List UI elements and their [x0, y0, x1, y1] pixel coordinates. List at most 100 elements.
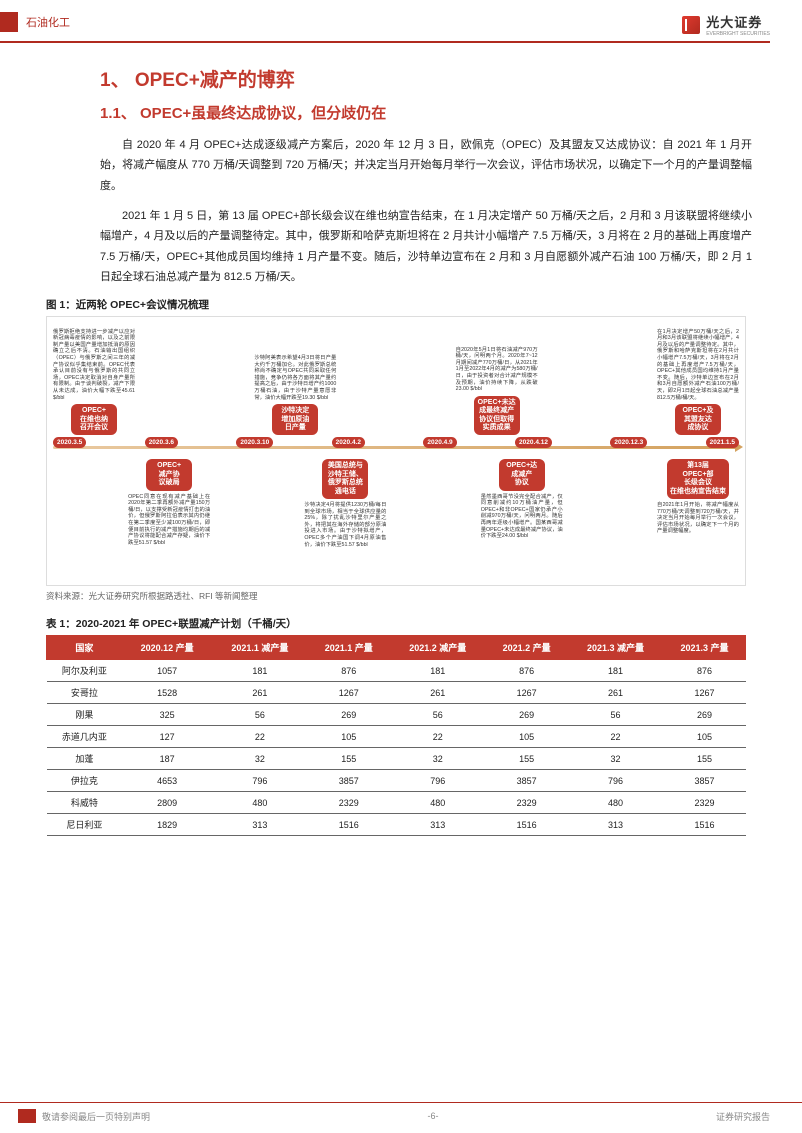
- timeline-item: OPEC+在维也纳召开会议俄罗斯拒绝支持进一步减产以应对新冠病毒疫情的影响，以及…: [51, 326, 137, 436]
- table-row: 安哥拉1528261126726112672611267: [47, 682, 746, 704]
- table-cell: 155: [486, 748, 568, 770]
- figure-source: 资料来源：光大证券研究所根据路透社、RFI 等新闻整理: [46, 590, 752, 602]
- footer-disclaimer: 敬请参阅最后一页特别声明: [42, 1110, 150, 1123]
- timeline-event-desc: 自2021年1月开始，将减产幅度从770万桶/天调整到720万桶/天，并决定当月…: [657, 502, 739, 535]
- table-cell: 313: [568, 814, 664, 836]
- footer-accent-bar: [18, 1109, 36, 1123]
- table-body: 阿尔及利亚1057181876181876181876安哥拉1528261126…: [47, 660, 746, 836]
- page-header: 石油化工 光大证券 EVERBRIGHT SECURITIES: [0, 0, 802, 37]
- production-table: 国家2020.12 产量2021.1 减产量2021.1 产量2021.2 减产…: [46, 635, 746, 836]
- timeline-date: 2020.3.6: [145, 437, 178, 448]
- table-cell: 32: [568, 748, 664, 770]
- table-cell: 2329: [486, 792, 568, 814]
- table-cell: 796: [212, 770, 308, 792]
- timeline-event-box: 沙特决定增加原油日产量: [272, 404, 318, 435]
- table-cell: 1516: [486, 814, 568, 836]
- timeline-event-desc: 在1月决定增产50万桶/天之后，2月和3月该联盟将继续小幅增产，4月及以后的产量…: [657, 329, 739, 402]
- timeline-event-desc: 沙特阿美表示希望4月3日将日产量大约千万桶加仑。对此俄罗斯总统称尚不确定与OPE…: [254, 355, 336, 401]
- heading-2: 1.1、 OPEC+虽最终达成协议，但分歧仍在: [100, 102, 752, 123]
- table-cell: 181: [568, 660, 664, 682]
- timeline-date: 2020.12.3: [610, 437, 647, 448]
- table-cell: 269: [663, 704, 745, 726]
- brand-logo: 光大证券 EVERBRIGHT SECURITIES: [682, 12, 770, 37]
- table-cell: 1057: [122, 660, 212, 682]
- logo-text: 光大证券: [706, 15, 762, 30]
- table-cell: 伊拉克: [47, 770, 123, 792]
- timeline-event-box: OPEC+及其盟友达成协议: [675, 404, 721, 435]
- table-cell: 2329: [663, 792, 745, 814]
- table-cell: 796: [390, 770, 486, 792]
- table-cell: 325: [122, 704, 212, 726]
- timeline-item: OPEC+达成减产协议虽然墨西哥节没完全配合减产，仅同意削减约10万桶油产量，但…: [479, 459, 565, 539]
- timeline-event-box: OPEC+减产协议破局: [146, 459, 192, 490]
- timeline-event-desc: OPEC同意在现有减产基础上在2020年第二季再额外减产量150万桶/日，以支撑…: [128, 494, 210, 547]
- table-cell: 32: [390, 748, 486, 770]
- table-cell: 155: [308, 748, 390, 770]
- table-cell: 155: [663, 748, 745, 770]
- footer-row: 敬请参阅最后一页特别声明 -6- 证券研究报告: [0, 1103, 802, 1133]
- table-cell: 1516: [308, 814, 390, 836]
- timeline-date: 2020.3.10: [236, 437, 273, 448]
- main-content: 1、 OPEC+减产的博弈 1.1、 OPEC+虽最终达成协议，但分歧仍在 自 …: [0, 43, 802, 836]
- table-cell: 1516: [663, 814, 745, 836]
- timeline-item: OPEC+减产协议破局 OPEC同意在现有减产基础上在2020年第二季再额外减产量…: [126, 459, 212, 546]
- table-cell: 480: [390, 792, 486, 814]
- table-header-cell: 2021.2 产量: [486, 636, 568, 660]
- table-cell: 127: [122, 726, 212, 748]
- table-row: 科威特2809480232948023294802329: [47, 792, 746, 814]
- timeline-item: 沙特决定增加原油日产量沙特阿美表示希望4月3日将日产量大约千万桶加仑。对此俄罗斯…: [252, 352, 338, 435]
- timeline-date: 2020.4.9: [423, 437, 456, 448]
- table-cell: 105: [308, 726, 390, 748]
- table-row: 加蓬187321553215532155: [47, 748, 746, 770]
- timeline-bottom-row: OPEC+减产协议破局 OPEC同意在现有减产基础上在2020年第二季再额外减产量…: [51, 459, 741, 579]
- table-cell: 3857: [308, 770, 390, 792]
- table-cell: 22: [212, 726, 308, 748]
- table-cell: 876: [663, 660, 745, 682]
- table-cell: 105: [663, 726, 745, 748]
- table-cell: 56: [568, 704, 664, 726]
- table-cell: 269: [308, 704, 390, 726]
- footer-left: 敬请参阅最后一页特别声明: [18, 1109, 150, 1123]
- table-cell: 269: [486, 704, 568, 726]
- page-number: -6-: [428, 1111, 439, 1121]
- table-row: 赤道几内亚127221052210522105: [47, 726, 746, 748]
- table-cell: 1267: [308, 682, 390, 704]
- table-cell: 22: [568, 726, 664, 748]
- table-cell: 1829: [122, 814, 212, 836]
- table-cell: 2329: [308, 792, 390, 814]
- table-cell: 876: [486, 660, 568, 682]
- timeline-event-desc: 虽然墨西哥节没完全配合减产，仅同意削减约10万桶油产量，但OPEC+和非OPEC…: [481, 494, 563, 540]
- table-cell: 56: [212, 704, 308, 726]
- timeline-item: OPEC+未达成最终减产协议但取得实质成果自2020年5月1日将石油减产970万…: [454, 344, 540, 436]
- timeline-item: OPEC+及其盟友达成协议在1月决定增产50万桶/天之后，2月和3月该联盟将继续…: [655, 326, 741, 436]
- table-caption: 表 1：2020-2021 年 OPEC+联盟减产计划（千桶/天）: [46, 616, 752, 631]
- timeline-item: 第13届OPEC+部长级会议在维也纳宣告结束自2021年1月开始，将减产幅度从7…: [655, 459, 741, 535]
- category-label: 石油化工: [26, 14, 70, 30]
- heading-1: 1、 OPEC+减产的博弈: [100, 65, 752, 92]
- timeline-event-desc: 俄罗斯拒绝支持进一步减产以应对新冠病毒疫情的影响，以及之前限制产量以美国产量增加…: [53, 329, 135, 402]
- timeline-event-desc: 沙特决定4月将提供1230万桶/每日到全球市场，相当于全球供应量的25%，除了扰…: [304, 502, 386, 548]
- page-footer: 敬请参阅最后一页特别声明 -6- 证券研究报告: [0, 1102, 802, 1133]
- header-accent-bar: [0, 12, 18, 32]
- table-row: 阿尔及利亚1057181876181876181876: [47, 660, 746, 682]
- table-cell: 105: [486, 726, 568, 748]
- table-header-cell: 2021.2 减产量: [390, 636, 486, 660]
- timeline-item: 美国总统与沙特王储、俄罗斯总统通电话沙特决定4月将提供1230万桶/每日到全球市…: [302, 459, 388, 548]
- table-cell: 313: [212, 814, 308, 836]
- table-cell: 赤道几内亚: [47, 726, 123, 748]
- timeline-date: 2021.1.5: [706, 437, 739, 448]
- table-cell: 3857: [486, 770, 568, 792]
- timeline-event-box: OPEC+达成减产协议: [499, 459, 545, 490]
- header-left: 石油化工: [0, 12, 70, 32]
- logo-icon: [682, 16, 700, 34]
- timeline-event-box: 第13届OPEC+部长级会议在维也纳宣告结束: [667, 459, 729, 499]
- timeline-figure: OPEC+在维也纳召开会议俄罗斯拒绝支持进一步减产以应对新冠病毒疫情的影响，以及…: [46, 316, 746, 586]
- footer-right: 证券研究报告: [716, 1110, 770, 1123]
- table-cell: 261: [568, 682, 664, 704]
- table-header-cell: 国家: [47, 636, 123, 660]
- timeline-event-desc: 自2020年5月1日将石油减产970万桶/天，问明两个月。2020年7~12月期…: [456, 347, 538, 393]
- table-cell: 3857: [663, 770, 745, 792]
- table-cell: 1267: [663, 682, 745, 704]
- table-cell: 科威特: [47, 792, 123, 814]
- table-cell: 尼日利亚: [47, 814, 123, 836]
